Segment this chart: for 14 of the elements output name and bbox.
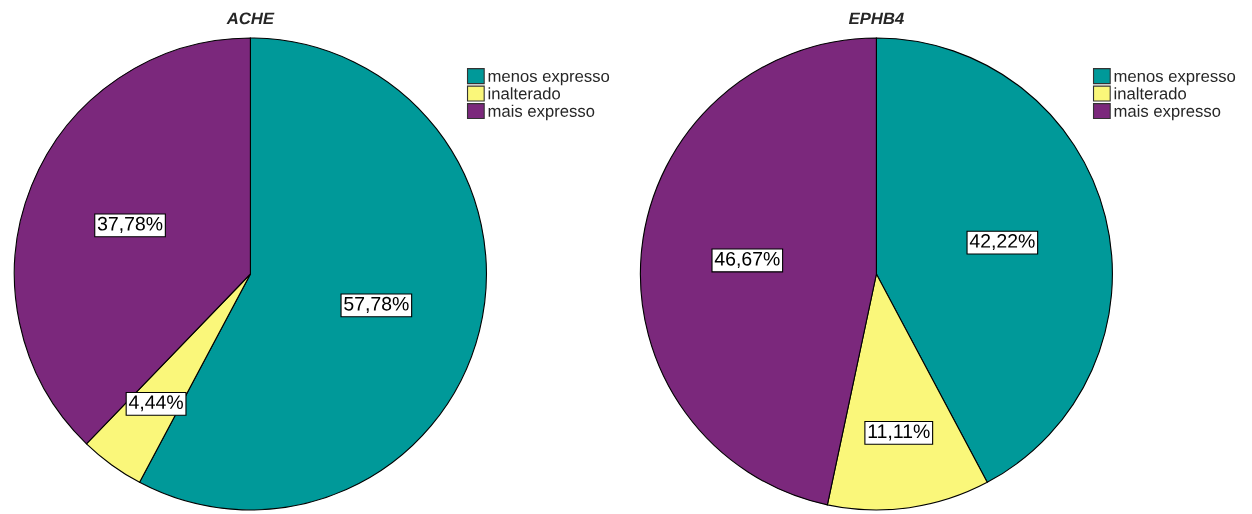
chart-title: EPHB4 bbox=[848, 12, 904, 25]
data-label: 11,11% bbox=[868, 424, 930, 441]
legend-label: menos expresso bbox=[1114, 72, 1236, 86]
data-label: 42,22% bbox=[969, 234, 1035, 251]
legend-label: mais expresso bbox=[488, 104, 595, 121]
data-label: 46,67% bbox=[714, 251, 780, 268]
data-label: 57,78% bbox=[344, 296, 409, 313]
chart-title: ACHE bbox=[226, 12, 275, 25]
legend-label: inalterado bbox=[488, 87, 561, 100]
legend-label: mais expresso bbox=[1114, 104, 1221, 121]
legend-label: menos expresso bbox=[488, 72, 610, 86]
legend-label: inalterado bbox=[1114, 87, 1187, 100]
data-label: 37,78% bbox=[97, 216, 163, 233]
data-label: 4,44% bbox=[128, 395, 183, 412]
